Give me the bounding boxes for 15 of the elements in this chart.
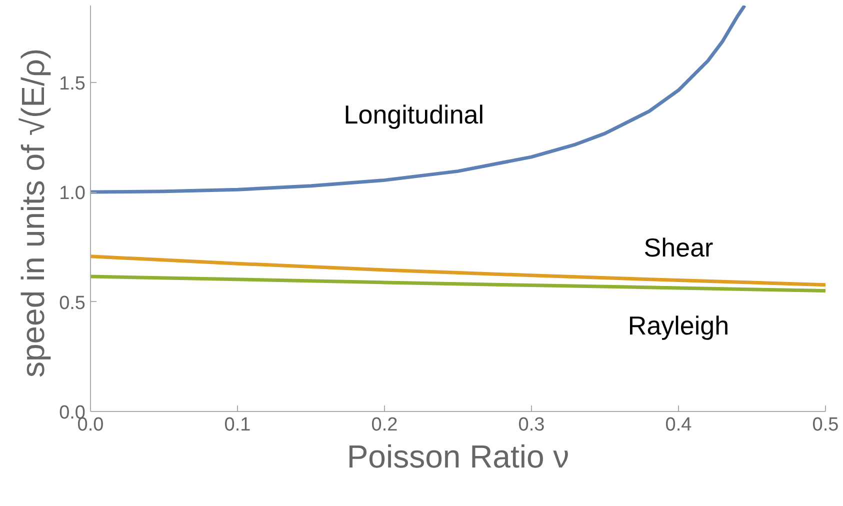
x-tick-label: 0.1 [224, 414, 251, 436]
y-tick-label: 1.5 [59, 73, 86, 94]
y-tick-label: 1.0 [59, 183, 86, 204]
series-label: Shear [644, 232, 714, 262]
y-axis-title: speed in units of √(E/ρ) [15, 48, 52, 378]
x-axis-title: Poisson Ratio ν [346, 438, 570, 474]
series-label: Longitudinal [344, 99, 484, 130]
x-tick-label: 0.4 [665, 414, 692, 436]
y-tick-label: 0.5 [59, 292, 86, 314]
x-tick-label: 0.3 [518, 414, 545, 436]
series-label: Rayleigh [628, 310, 730, 340]
x-tick-label: 0.5 [812, 414, 839, 436]
line-series [90, 6, 746, 194]
x-tick-label: 0.2 [371, 414, 398, 436]
line-series [90, 274, 826, 293]
